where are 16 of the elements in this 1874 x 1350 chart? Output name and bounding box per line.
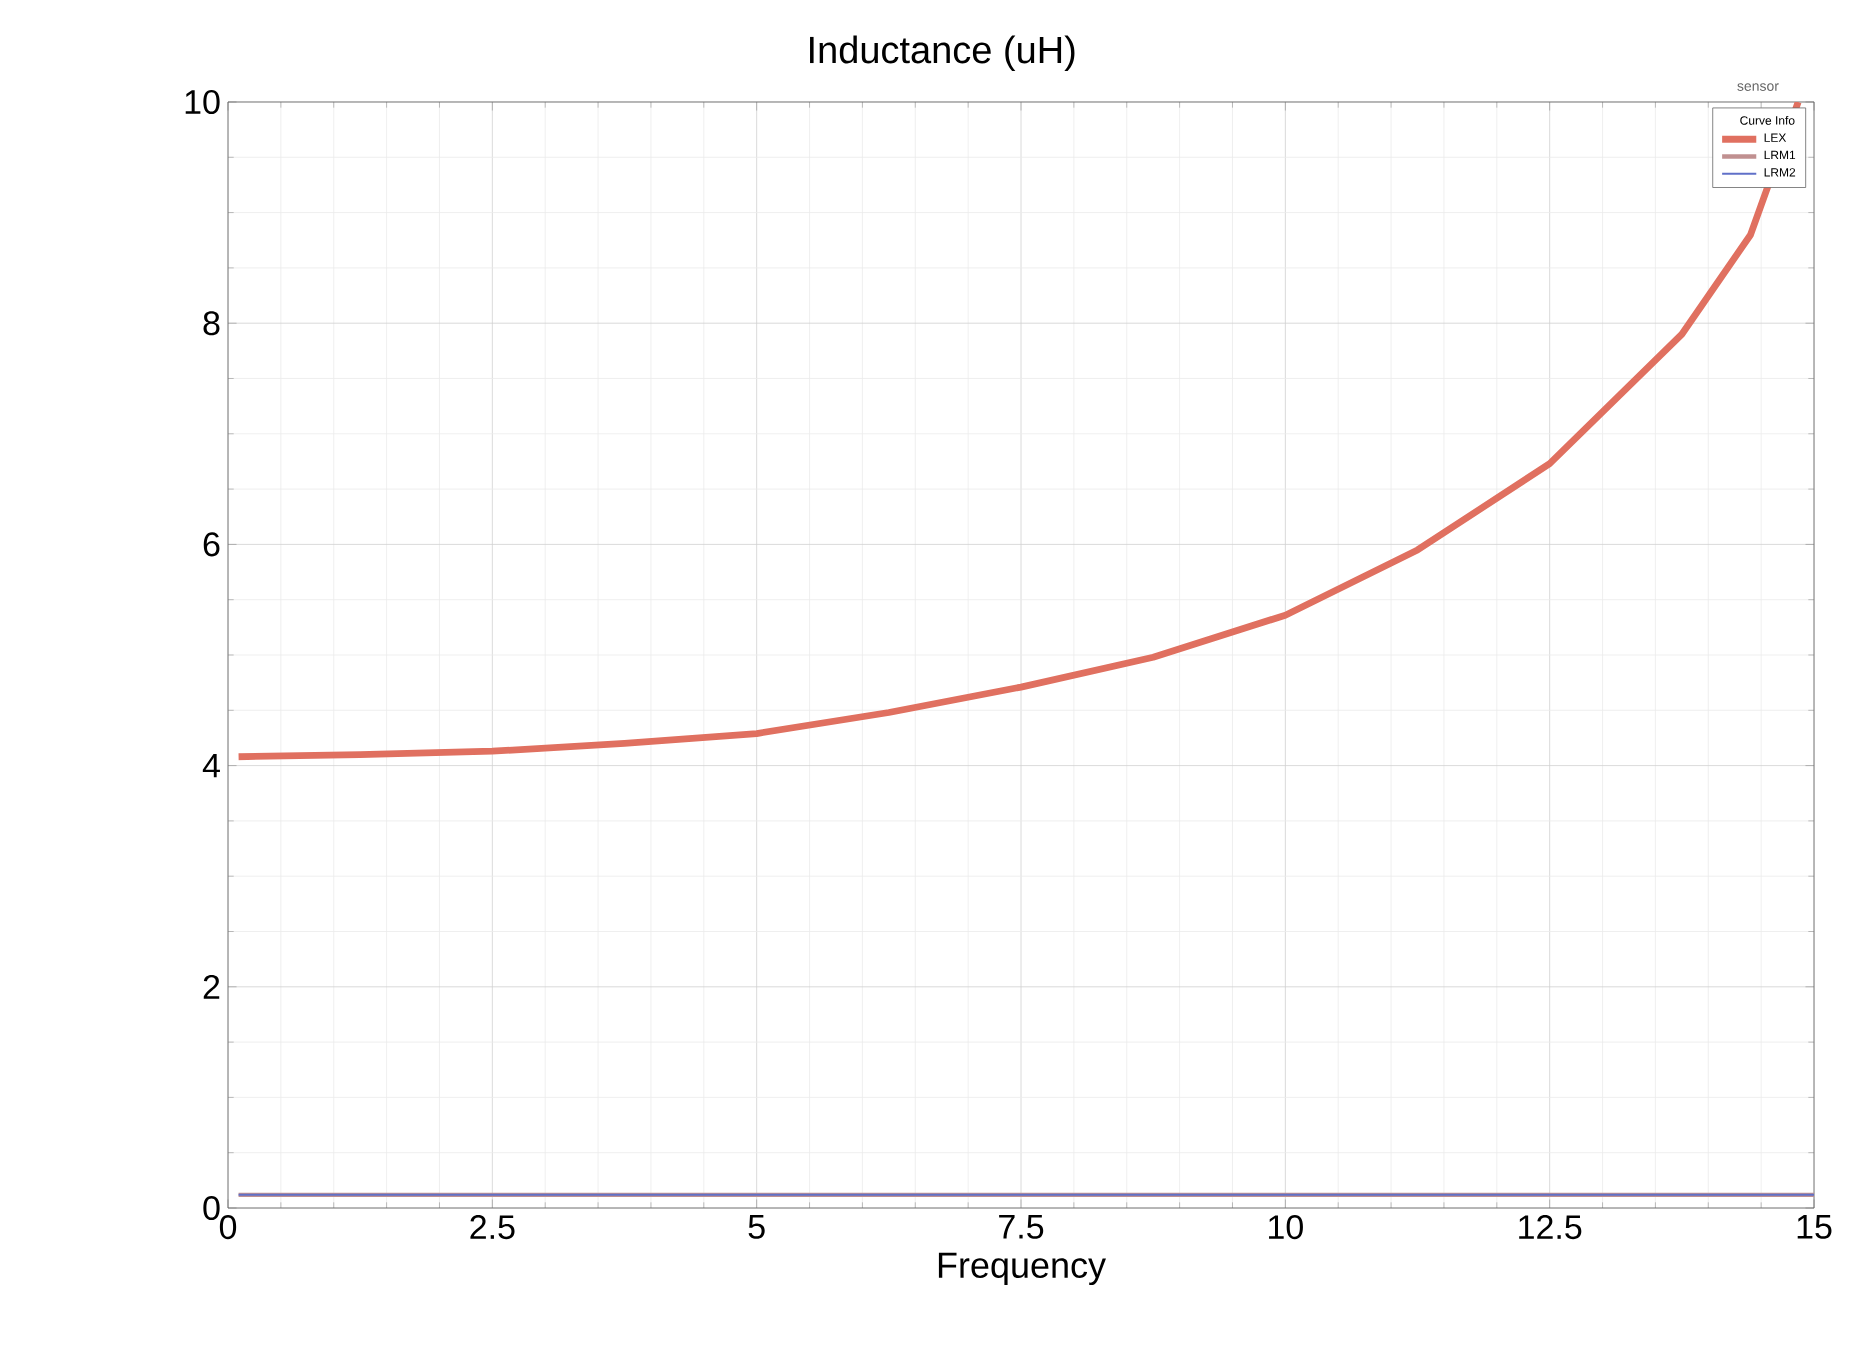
line-series — [235, 101, 1802, 761]
y-tick-label: 6 — [203, 532, 220, 557]
y-tick-label: 8 — [203, 311, 220, 336]
y-tick-label: 4 — [202, 753, 220, 778]
x-tick-label: 0 — [219, 1215, 237, 1240]
x-tick-label: 10 — [1269, 1215, 1303, 1240]
x-tick-label: 12.5 — [1519, 1215, 1582, 1240]
x-axis-title: Frequency — [938, 1252, 1106, 1286]
x-tick-label: 5 — [748, 1215, 765, 1239]
x-tick-label: 15 — [1797, 1215, 1832, 1239]
chart-title: Inductance (uH) — [810, 35, 1075, 71]
y-tick-label: 0 — [203, 1195, 220, 1221]
y-tick-label: 10 — [185, 89, 220, 115]
x-tick-label: 7.5 — [999, 1215, 1044, 1239]
y-tick-label: 2 — [203, 974, 220, 999]
x-tick-label: 2.5 — [470, 1215, 515, 1240]
